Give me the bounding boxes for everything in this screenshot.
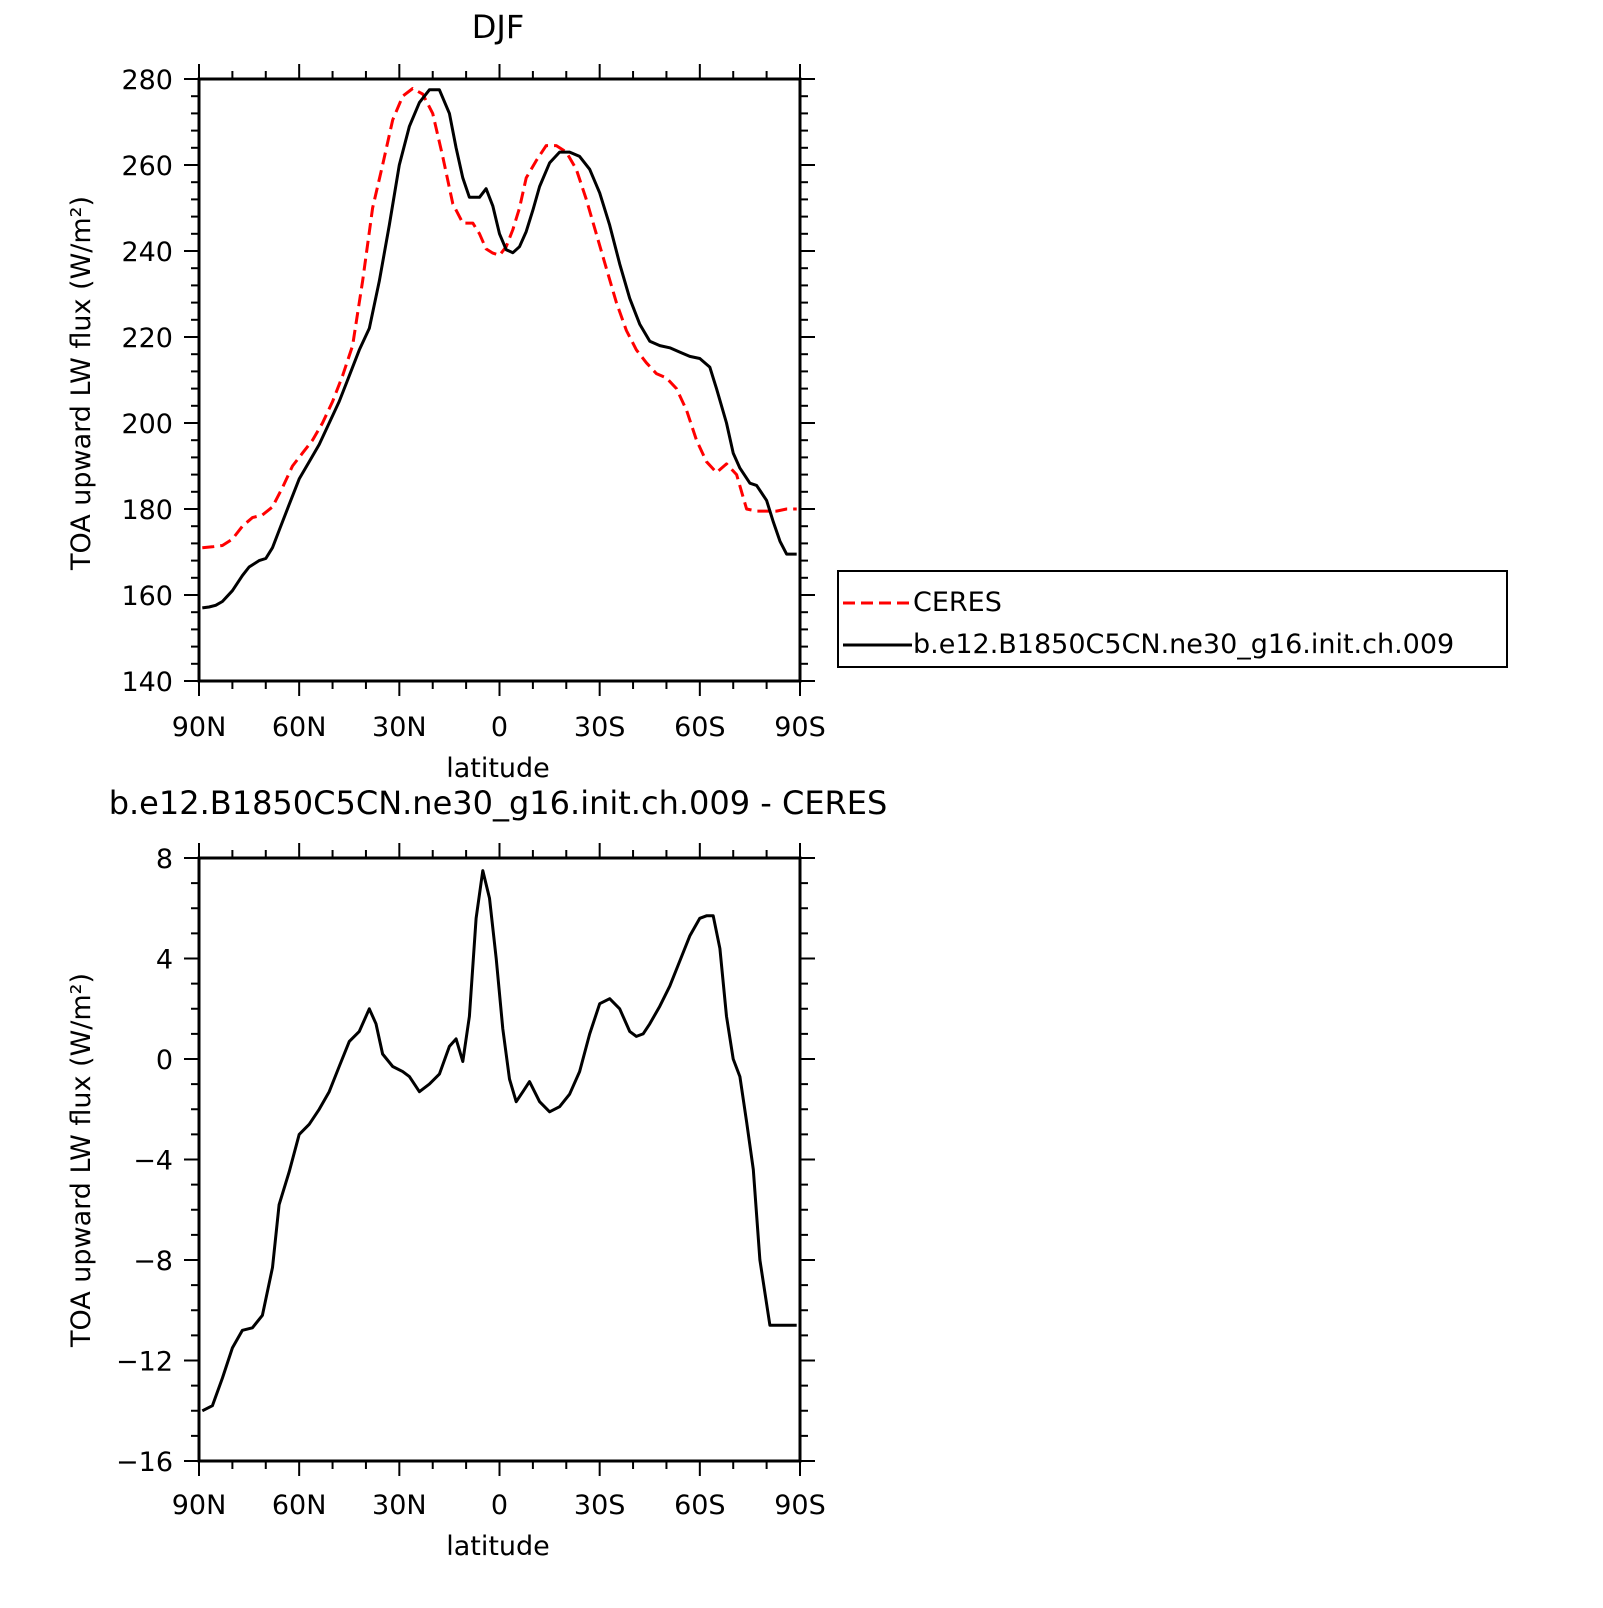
- bottom-y-tick-label: −8: [133, 1246, 173, 1277]
- top-x-tick-label: 60N: [272, 712, 327, 743]
- legend: CERES b.e12.B1850C5CN.ne30_g16.init.ch.0…: [837, 570, 1508, 668]
- bottom-x-tick-label: 90N: [172, 1490, 227, 1521]
- legend-label-model: b.e12.B1850C5CN.ne30_g16.init.ch.009: [913, 629, 1454, 660]
- bottom-x-tick-label: 30S: [574, 1490, 626, 1521]
- top-plot-area: 90N 60N 30N 0 30S 60S 90S 140 160 180 200 220 240 260…: [121, 64, 826, 743]
- top-y-tick-label: 280: [121, 65, 173, 96]
- top-y-tick-label: 160: [121, 581, 173, 612]
- bottom-y-tick-label: 0: [156, 1045, 173, 1076]
- top-y-tick-label: 180: [121, 495, 173, 526]
- bottom-x-tick-label: 90S: [774, 1490, 826, 1521]
- top-y-tick-label: 140: [121, 667, 173, 698]
- top-series-line-ceres: [202, 87, 797, 550]
- top-x-tick-label: 90N: [172, 712, 227, 743]
- top-series-line-model: [202, 88, 797, 610]
- top-x-tick-label: 30S: [574, 712, 626, 743]
- top-x-tick-label: 30N: [372, 712, 427, 743]
- bottom-x-tick-label: 60S: [674, 1490, 726, 1521]
- bottom-x-axis-title: latitude: [446, 1531, 550, 1562]
- top-panel: DJF 90N 60N 30N 0 30S 60S 90S 140 160 180 200 220 24…: [66, 8, 1508, 784]
- bottom-plot-frame: [197, 856, 802, 1463]
- bottom-x-tick-label: 0: [491, 1490, 508, 1521]
- bottom-y-tick-label: −16: [116, 1447, 173, 1478]
- top-x-tick-label: 60S: [674, 712, 726, 743]
- bottom-x-tick-label: 60N: [272, 1490, 327, 1521]
- legend-label-ceres: CERES: [913, 587, 1002, 618]
- bottom-y-tick-label: −12: [116, 1347, 173, 1378]
- top-y-tick-label: 200: [121, 409, 173, 440]
- top-x-tick-label: 0: [491, 712, 508, 743]
- top-y-axis-title: TOA upward LW flux (W/m²): [66, 196, 97, 571]
- bottom-y-tick-label: 4: [156, 945, 173, 976]
- top-chart-title: DJF: [472, 8, 524, 46]
- bottom-chart-title: b.e12.B1850C5CN.ne30_g16.init.ch.009 - C…: [109, 784, 888, 822]
- bottom-y-tick-label: 8: [156, 844, 173, 875]
- bottom-y-tick-label: −4: [133, 1146, 173, 1177]
- top-x-axis-title: latitude: [446, 753, 550, 784]
- bottom-series-line-difference: [201, 869, 797, 1413]
- bottom-panel: b.e12.B1850C5CN.ne30_g16.init.ch.009 - C…: [66, 784, 887, 1562]
- top-y-tick-label: 220: [121, 323, 173, 354]
- top-y-tick-label: 260: [121, 151, 173, 182]
- top-x-tick-label: 90S: [774, 712, 826, 743]
- bottom-plot-area: 90N 60N 30N 0 30S 60S 90S −16 −12 −8 −4 0 4 8: [116, 843, 826, 1521]
- legend-box: [837, 570, 1508, 668]
- bottom-y-axis-title: TOA upward LW flux (W/m²): [66, 973, 97, 1348]
- top-y-tick-label: 240: [121, 237, 173, 268]
- bottom-x-tick-label: 30N: [372, 1490, 427, 1521]
- top-plot-frame: [197, 77, 802, 683]
